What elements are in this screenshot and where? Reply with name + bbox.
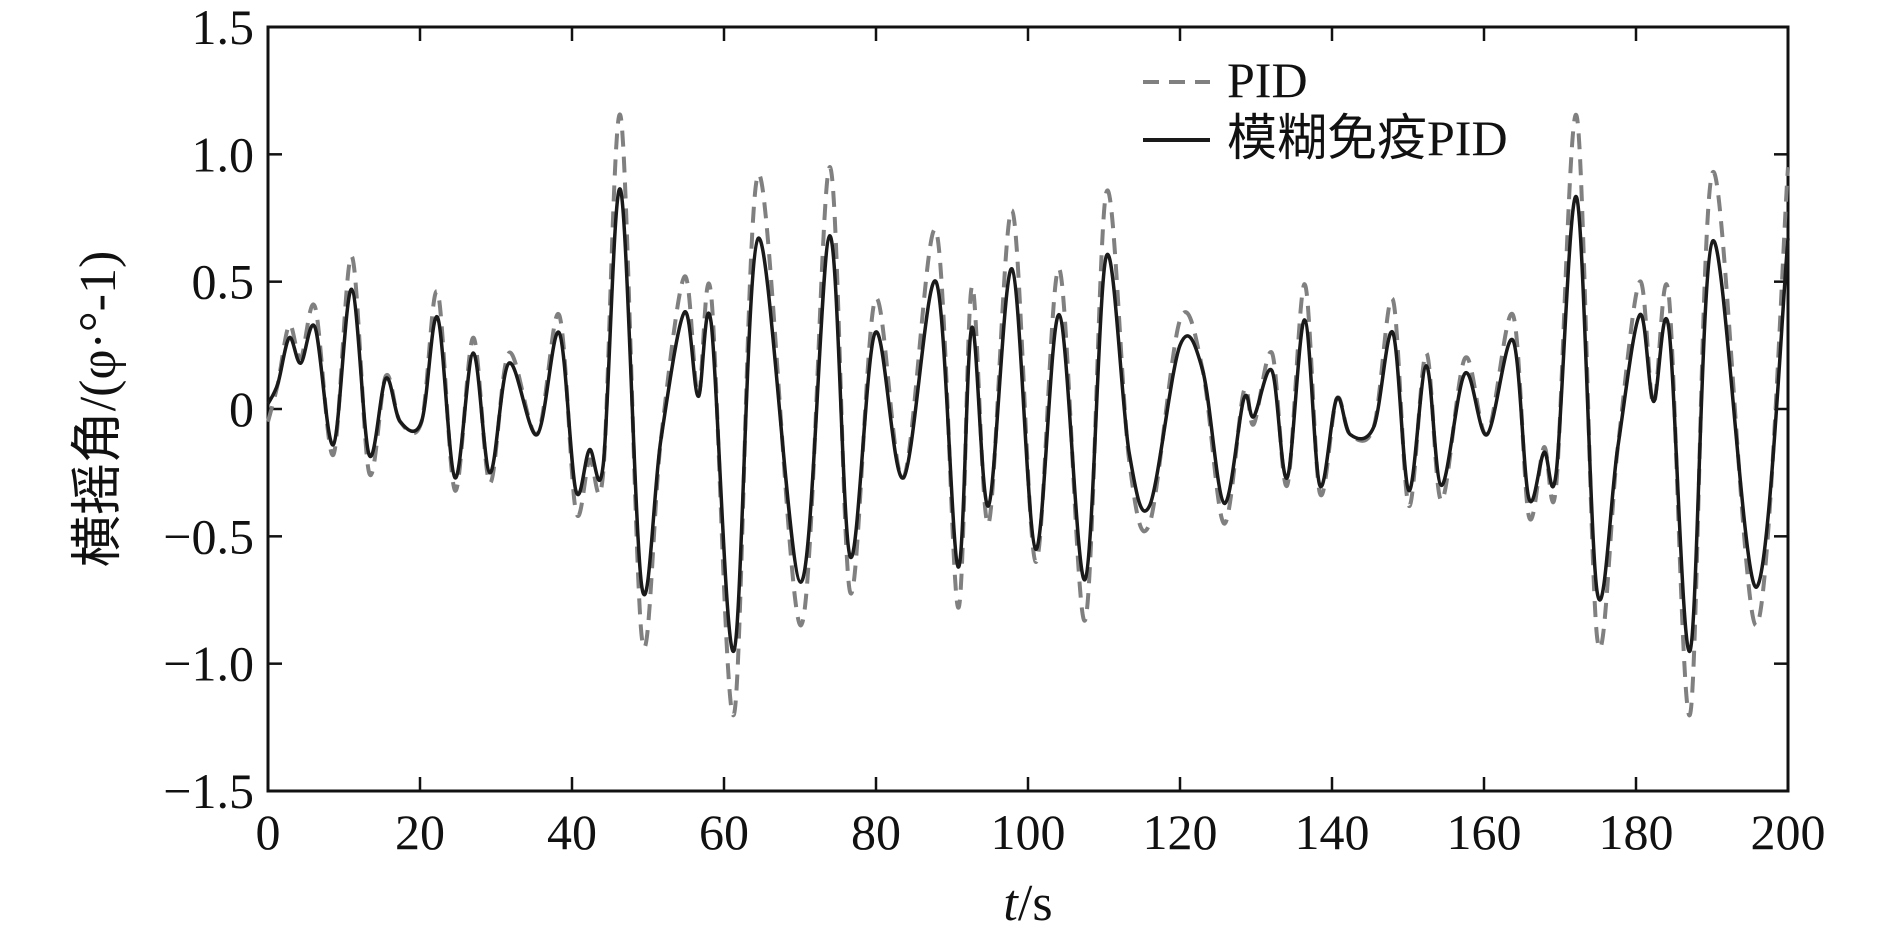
x-tick-label: 0 (256, 804, 281, 860)
x-tick-label: 140 (1295, 804, 1370, 860)
x-tick-label: 40 (547, 804, 597, 860)
x-axis-label: t/s (1003, 875, 1052, 928)
legend-label-pid: PID (1227, 52, 1308, 108)
y-tick-label: 0.5 (192, 254, 255, 310)
x-tick-label: 100 (991, 804, 1066, 860)
y-tick-label: −1.5 (163, 763, 254, 819)
series-lines (266, 112, 1790, 717)
y-ticks: 1.5 1.0 0.5 0 −0.5 −1.0 −1.5 (163, 0, 1788, 819)
x-tick-label: 200 (1751, 804, 1826, 860)
y-tick-label: 1.5 (192, 0, 255, 55)
x-tick-label: 180 (1599, 804, 1674, 860)
y-tick-label: 0 (229, 381, 254, 437)
x-tick-label: 120 (1143, 804, 1218, 860)
x-tick-label: 60 (699, 804, 749, 860)
x-tick-label: 160 (1447, 804, 1522, 860)
x-ticks: 0 20 40 60 80 100 120 140 160 180 200 (256, 27, 1826, 860)
series-line-fuzzy-immune-pid (266, 187, 1790, 653)
y-axis-label: 横摇角/(φ·°-1) (70, 251, 127, 568)
legend-label-fuzzy-immune-pid: 模糊免疫PID (1227, 110, 1508, 166)
x-tick-label: 80 (851, 804, 901, 860)
y-tick-label: −1.0 (163, 636, 254, 692)
legend: PID 模糊免疫PID (1143, 52, 1508, 166)
y-tick-label: −0.5 (163, 508, 254, 564)
x-tick-label: 20 (395, 804, 445, 860)
y-tick-label: 1.0 (192, 126, 255, 182)
